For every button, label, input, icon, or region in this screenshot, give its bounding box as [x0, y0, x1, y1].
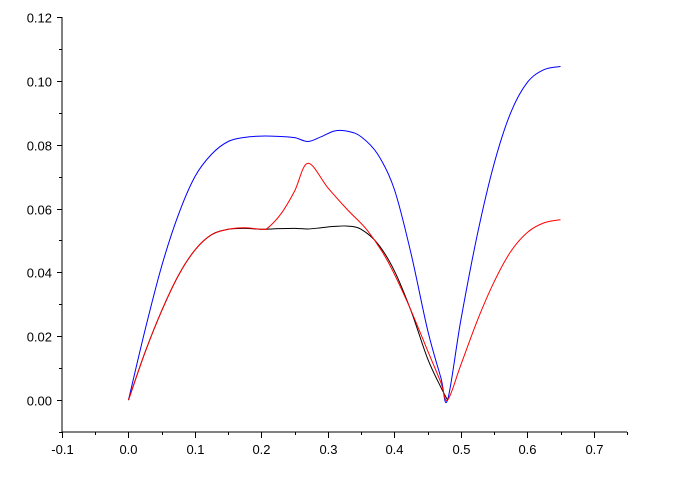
series-line-black	[127, 225, 448, 401]
y-tick-label: 0.02	[27, 330, 52, 345]
y-tick-label: 0.00	[27, 394, 52, 409]
x-tick-label: 0.7	[585, 442, 603, 457]
x-tick-label: 0.6	[518, 442, 536, 457]
plot-area	[127, 65, 561, 403]
y-tick-label: 0.04	[27, 266, 52, 281]
x-tick-label: 0.5	[452, 442, 470, 457]
series-line-red	[127, 162, 561, 402]
x-tick-label: 0.1	[186, 442, 204, 457]
chart-axes: 0.00 0.02 0.04 0.06 0.08 0.10 0.12 -0.1 0.0 0.1 0.…	[27, 11, 628, 457]
x-tick-label: 0.4	[385, 442, 403, 457]
y-tick-label: 0.10	[27, 75, 52, 90]
y-tick-label: 0.12	[27, 11, 52, 26]
y-tick-label: 0.08	[27, 139, 52, 154]
x-tick-label: 0.3	[319, 442, 337, 457]
y-tick-label: 0.06	[27, 203, 52, 218]
x-tick-label: 0.2	[252, 442, 270, 457]
x-tick-label: -0.1	[51, 442, 73, 457]
series-line-blue	[127, 65, 561, 403]
x-tick-label: 0.0	[119, 442, 137, 457]
